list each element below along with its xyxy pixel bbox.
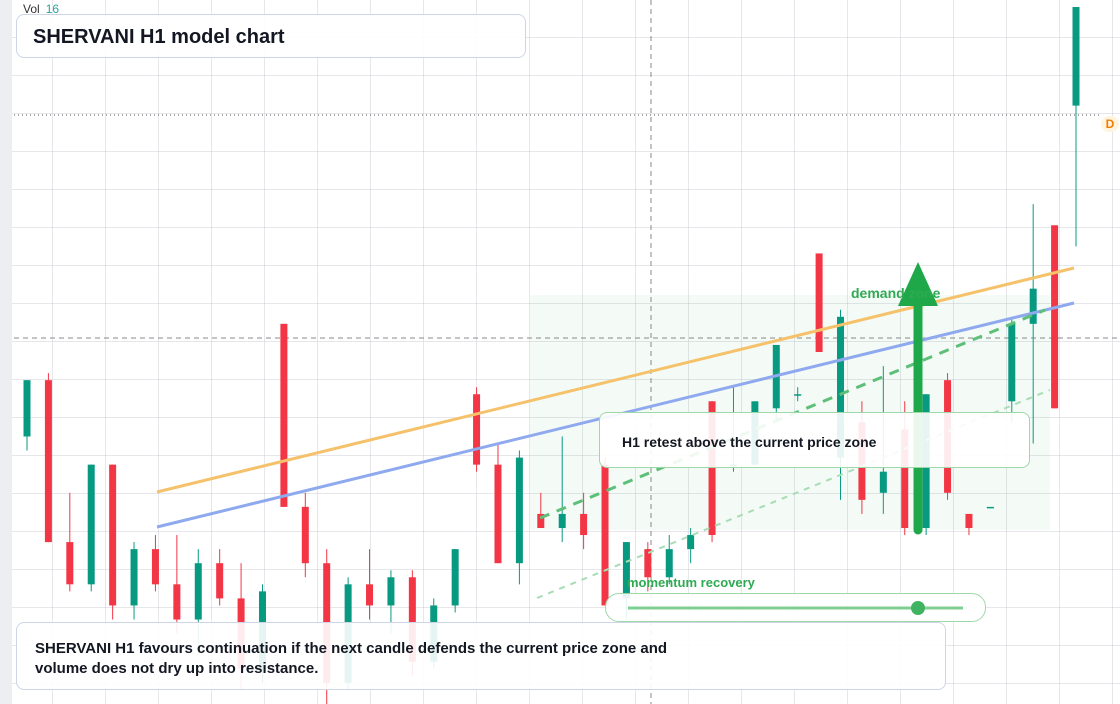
candle-body <box>515 457 523 564</box>
slider-track <box>628 601 963 615</box>
candle-body <box>879 471 887 493</box>
candle-body <box>23 380 31 437</box>
candle-body <box>216 563 224 599</box>
callout-text: H1 retest above the current price zone <box>622 434 877 450</box>
candle-body <box>965 513 973 528</box>
candle-body <box>986 506 994 509</box>
volume-readout: Vol 16 <box>23 2 59 16</box>
candle-body <box>408 577 416 662</box>
candle-body <box>44 380 52 543</box>
chart-title: SHERVANI H1 model chart <box>33 26 285 48</box>
candle-body <box>580 513 588 536</box>
slider-label: momentum recovery <box>627 575 755 590</box>
candle-body <box>1072 7 1080 106</box>
candle-body <box>66 542 74 585</box>
volume-label: Vol <box>23 2 40 16</box>
candle-body <box>301 506 309 564</box>
candle-body <box>87 464 95 585</box>
candle-body <box>708 401 716 536</box>
footer-box: SHERVANI H1 favours continuation if the … <box>16 622 946 690</box>
candle-body <box>109 464 117 606</box>
candle-body <box>1029 288 1037 324</box>
volume-value: 16 <box>45 2 60 16</box>
candle-body <box>473 394 481 465</box>
candle-body <box>687 535 695 550</box>
slider-knob[interactable] <box>911 601 925 615</box>
candle-body <box>173 584 181 620</box>
candle-body <box>1051 225 1059 409</box>
candle-body <box>901 429 909 528</box>
candle-body <box>494 464 502 564</box>
callout-box: H1 retest above the current price zone <box>599 412 1030 468</box>
slider[interactable] <box>605 593 986 622</box>
candle-body <box>194 563 202 620</box>
candle-body <box>837 316 845 458</box>
footer-text: SHERVANI H1 favours continuation if the … <box>35 640 668 677</box>
candle-body <box>601 464 609 606</box>
candle-body <box>558 513 566 528</box>
candle-body <box>665 549 673 578</box>
candle-body <box>130 549 138 606</box>
candle-body <box>794 394 802 396</box>
zone-label: demand zone <box>851 285 941 301</box>
arrow-head <box>898 262 938 306</box>
candle-body <box>451 549 459 606</box>
candle-body <box>537 513 545 528</box>
candle-body <box>644 549 652 578</box>
marker-label: D <box>1101 116 1119 132</box>
candle-body <box>280 323 288 507</box>
candle-body <box>366 584 374 606</box>
candle-body <box>387 577 395 606</box>
candle-body <box>622 542 630 599</box>
candle-body <box>1008 323 1016 402</box>
candle-body <box>151 549 159 585</box>
candle-body <box>815 253 823 352</box>
title-box: SHERVANI H1 model chart <box>16 14 526 58</box>
left-strip <box>0 0 12 704</box>
